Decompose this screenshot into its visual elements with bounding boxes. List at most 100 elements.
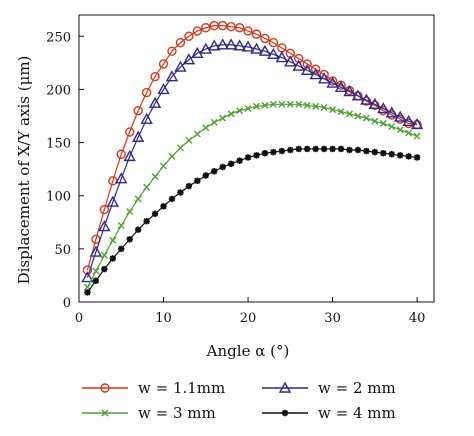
data-point: [410, 118, 424, 130]
data-point: [109, 236, 117, 244]
data-point: [224, 38, 238, 50]
data-point-core: [111, 256, 115, 261]
data-point: [250, 42, 263, 54]
data-point-core: [364, 149, 369, 153]
data-point: [334, 80, 348, 92]
data-point: [81, 271, 94, 283]
legend-item: w = 4 mm: [262, 404, 396, 422]
data-point: [379, 119, 387, 127]
data-point: [351, 89, 365, 101]
data-point: [182, 53, 196, 65]
data-point-core: [339, 147, 343, 151]
data-point: [303, 101, 311, 109]
data-point-core: [288, 148, 293, 152]
data-point-core: [322, 147, 326, 151]
data-point-core: [127, 237, 132, 242]
data-point: [284, 55, 297, 67]
data-point: [368, 97, 382, 109]
data-point: [160, 162, 168, 170]
data-point-core: [229, 162, 233, 166]
data-point-core: [356, 148, 360, 152]
data-point: [193, 130, 201, 138]
data-point-core: [280, 149, 284, 153]
data-point-core: [389, 152, 394, 157]
data-point-core: [246, 155, 250, 160]
y-axis: 0 50 100 150 200 250: [46, 30, 84, 311]
data-point: [150, 71, 160, 82]
data-point: [329, 106, 337, 114]
data-point-core: [102, 267, 107, 271]
series-layer: [81, 20, 424, 296]
data-point: [227, 110, 235, 118]
y-tick-label: 150: [46, 137, 71, 152]
x-tick-label: 30: [324, 311, 341, 326]
data-point-core: [161, 204, 166, 209]
data-point: [269, 100, 277, 108]
data-point-core: [94, 278, 98, 283]
legend-label: w = 1.1mm: [138, 379, 225, 397]
data-point: [251, 29, 262, 39]
data-point-core: [271, 150, 276, 154]
data-point: [234, 23, 245, 33]
data-point: [167, 46, 177, 56]
legend-marker-core: [283, 411, 287, 415]
x-tick-label: 0: [75, 311, 83, 326]
x-axis-title: Angle α (°): [206, 342, 290, 360]
series-4: [84, 145, 421, 296]
data-point-core: [187, 184, 191, 188]
data-point: [260, 33, 270, 44]
data-point: [116, 149, 126, 159]
legend-label: w = 2 mm: [318, 379, 396, 397]
data-point: [106, 195, 119, 207]
data-point: [310, 64, 321, 74]
plot-frame: [78, 14, 435, 303]
data-point: [268, 37, 279, 48]
series-3: [83, 100, 421, 291]
y-axis-title: Displacement of X/Y axis (μm): [15, 56, 33, 285]
data-point: [371, 117, 379, 125]
data-point-core: [195, 179, 200, 183]
x-tick-label: 20: [240, 311, 257, 326]
data-point: [125, 127, 135, 137]
data-point: [89, 245, 103, 257]
data-point: [165, 70, 179, 82]
legend-item: w = 2 mm: [262, 379, 396, 397]
data-point: [385, 106, 398, 118]
data-point-core: [373, 150, 377, 154]
data-point-core: [212, 169, 217, 174]
data-point: [143, 183, 151, 191]
data-point: [345, 110, 353, 118]
data-point: [168, 152, 176, 160]
y-tick-label: 100: [46, 190, 71, 205]
data-point: [405, 129, 413, 137]
y-tick-label: 50: [54, 243, 71, 258]
data-point: [82, 265, 93, 275]
x-tick-label: 40: [409, 311, 426, 326]
data-point: [317, 72, 331, 84]
data-point-core: [85, 290, 90, 295]
y-tick-label: 250: [46, 30, 71, 45]
data-point: [210, 118, 218, 126]
plot-border: [78, 14, 435, 303]
data-point-core: [381, 151, 386, 155]
series-line: [86, 44, 418, 278]
data-point: [176, 144, 184, 152]
series-line: [86, 103, 418, 288]
data-point: [362, 114, 370, 122]
data-point: [394, 110, 407, 122]
data-point: [402, 114, 415, 126]
data-point: [253, 102, 260, 110]
data-point: [201, 23, 211, 33]
data-point-core: [330, 147, 335, 151]
data-point: [184, 31, 194, 41]
y-tick-label: 0: [63, 296, 71, 311]
data-point: [131, 130, 145, 142]
legend-marker: [278, 381, 292, 393]
data-point: [174, 60, 187, 72]
data-point: [126, 208, 134, 216]
legend-item: w = 3 mm: [82, 404, 216, 422]
data-point: [219, 114, 227, 122]
data-point: [140, 112, 153, 124]
data-point-core: [415, 155, 419, 160]
